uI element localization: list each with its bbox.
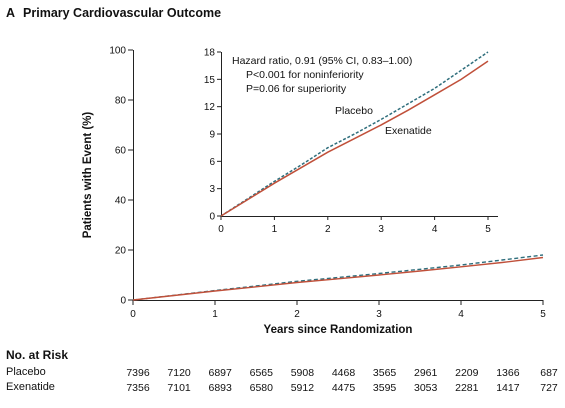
risk-cell: 2961 [414,366,438,379]
risk-cell: 7101 [167,381,191,394]
risk-cell: 4468 [331,366,356,379]
panel-title-text: Primary Cardiovascular Outcome [23,6,222,20]
inset-y-tick-label: 6 [209,157,215,168]
risk-cell: 7396 [126,366,150,379]
risk-cell: 6893 [208,381,232,394]
main-y-tick-label: 80 [115,96,127,107]
inset-x-tick-label: 3 [378,224,384,235]
main-x-tick-label: 1 [212,309,218,320]
main-x-tick-label: 3 [376,309,382,320]
risk-cell: 7356 [126,381,150,394]
inset-series-line-exenatide [220,60,489,217]
inset-x-tick-label: 0 [218,224,224,235]
risk-cell: 3595 [372,381,397,394]
panel-title: A Primary Cardiovascular Outcome [6,6,221,20]
main-x-tick-label: 4 [458,309,464,320]
main-series-line-exenatide [132,256,544,301]
inset-background [221,52,500,216]
risk-cell: 3565 [372,366,397,379]
main-x-tick-label: 0 [130,309,136,320]
main-y-tick-label: 20 [115,246,127,257]
risk-cell: 1417 [496,381,520,394]
risk-cell: 7120 [167,366,191,379]
risk-cell: 1366 [496,366,520,379]
inset-series-label-placebo: Placebo [335,105,373,117]
inset-y-tick-label: 0 [209,212,215,223]
main-y-tick-label: 100 [109,46,126,57]
risk-row-label-exenatide: Exenatide [6,381,55,393]
inset-annotation-3: P=0.06 for superiority [246,83,347,95]
risk-cell: 2281 [455,381,479,394]
inset-x-tick-label: 5 [485,224,491,235]
inset-series-line-placebo [220,51,489,217]
risk-cell: 6580 [249,381,273,394]
risk-cell: 2209 [455,366,479,379]
inset-y-tick-label: 9 [209,130,215,141]
risk-cell: 727 [540,381,558,394]
inset-y-tick-label: 18 [204,48,216,59]
x-axis-label: Years since Randomization [263,324,413,336]
risk-cell: 6565 [249,366,273,379]
risk-row-label-placebo: Placebo [6,366,46,378]
main-x-tick-label: 2 [294,309,300,320]
main-y-tick-label: 60 [115,146,127,157]
risk-cell: 5908 [290,366,315,379]
risk-cell: 687 [540,366,558,379]
inset-series-label-exenatide: Exenatide [385,125,432,137]
inset-y-tick-label: 12 [204,102,216,113]
inset-x-tick-label: 1 [272,224,278,235]
risk-cell: 3053 [414,381,438,394]
panel-letter: A [6,6,16,20]
inset-x-tick-label: 4 [432,224,438,235]
risk-table-title: No. at Risk [6,348,69,362]
main-y-tick-label: 0 [120,296,126,307]
inset-annotation-2: P<0.001 for noninferiority [246,69,364,81]
main-x-tick-label: 5 [540,309,546,320]
inset-x-tick-label: 2 [325,224,331,235]
risk-cell: 6897 [208,366,232,379]
risk-cell: 4475 [331,381,356,394]
inset-y-tick-label: 15 [204,75,216,86]
inset-y-tick-label: 3 [209,184,215,195]
main-y-tick-label: 40 [115,196,127,207]
inset-annotation-1: Hazard ratio, 0.91 (95% CI, 0.83–1.00) [232,55,412,67]
risk-cell: 5912 [290,381,315,394]
